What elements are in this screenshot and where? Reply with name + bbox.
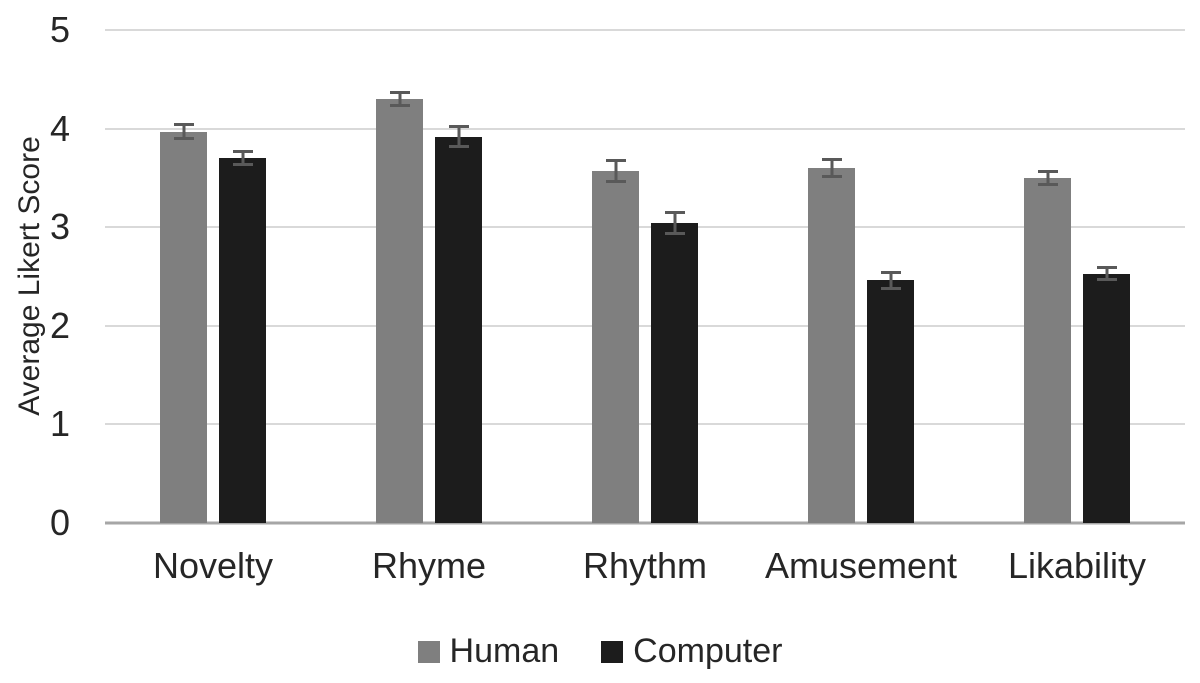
bar-group bbox=[321, 30, 537, 523]
x-axis-label-amusement: Amusement bbox=[764, 545, 958, 586]
error-bar-line bbox=[1105, 265, 1108, 282]
x-axis-label-novelty: Novelty bbox=[152, 545, 274, 586]
human-bar-likability bbox=[1024, 170, 1071, 523]
y-tick-label: 4 bbox=[49, 107, 70, 149]
x-axis-label-rhyme: Rhyme bbox=[371, 545, 487, 586]
error-bar-line bbox=[614, 159, 617, 183]
error-bar bbox=[605, 159, 626, 183]
error-bar-cap bbox=[448, 145, 469, 149]
computer-bar-rhythm bbox=[651, 211, 698, 523]
error-bar-cap bbox=[821, 174, 842, 178]
error-bar bbox=[389, 91, 410, 107]
plot-area bbox=[105, 29, 1185, 525]
error-bar bbox=[880, 270, 901, 291]
gridline bbox=[105, 324, 1185, 327]
error-bar-cap bbox=[605, 159, 626, 163]
error-bar bbox=[1037, 170, 1058, 186]
bar-group bbox=[537, 30, 753, 523]
error-bar-cap bbox=[1037, 170, 1058, 174]
gridline bbox=[105, 226, 1185, 229]
error-bar-cap bbox=[232, 163, 253, 167]
error-bar-cap bbox=[880, 287, 901, 291]
legend: Human Computer bbox=[0, 632, 1200, 671]
error-bar-cap bbox=[880, 270, 901, 274]
computer-bar-amusement bbox=[867, 270, 914, 523]
x-axis-line bbox=[105, 521, 1185, 525]
error-bar-line bbox=[182, 122, 185, 141]
legend-item-computer: Computer bbox=[601, 632, 782, 671]
error-bar bbox=[821, 158, 842, 178]
error-bar bbox=[664, 211, 685, 236]
error-bar-cap bbox=[1096, 265, 1117, 269]
error-bar-line bbox=[1046, 170, 1049, 186]
error-bar-line bbox=[673, 211, 676, 236]
human-bar-amusement bbox=[808, 158, 855, 523]
y-tick-label: 1 bbox=[49, 403, 70, 445]
y-tick-label: 3 bbox=[49, 206, 70, 248]
computer-bar-novelty bbox=[219, 150, 266, 523]
human-bar-rhythm bbox=[592, 159, 639, 523]
error-bar bbox=[448, 124, 469, 149]
computer-bar-likability bbox=[1083, 265, 1130, 523]
error-bar-line bbox=[241, 150, 244, 167]
bar-group bbox=[105, 30, 321, 523]
y-axis-tick-labels: 0 1 2 3 4 5 bbox=[0, 12, 88, 541]
error-bar-cap bbox=[1037, 182, 1058, 186]
computer-bar-rhyme bbox=[435, 124, 482, 523]
legend-swatch-computer bbox=[601, 640, 624, 663]
gridline bbox=[105, 29, 1185, 31]
legend-item-human: Human bbox=[417, 632, 560, 671]
error-bar-cap bbox=[605, 179, 626, 183]
x-axis-label-likability: Likability bbox=[1007, 545, 1147, 586]
error-bar-cap bbox=[173, 122, 194, 126]
error-bar-cap bbox=[389, 103, 410, 107]
bar-group bbox=[753, 30, 969, 523]
y-tick-label: 2 bbox=[49, 304, 70, 346]
error-bar-cap bbox=[664, 211, 685, 215]
error-bar-cap bbox=[664, 232, 685, 236]
error-bar-cap bbox=[1096, 278, 1117, 282]
y-tick-label: 5 bbox=[49, 9, 70, 50]
error-bar bbox=[232, 150, 253, 167]
x-axis-labels: Novelty Rhyme Rhythm Amusement Likability bbox=[105, 545, 1185, 587]
error-bar bbox=[1096, 265, 1117, 282]
human-bar-rhyme bbox=[376, 91, 423, 523]
legend-label: Human bbox=[449, 632, 560, 670]
legend-label: Computer bbox=[633, 632, 783, 670]
bar-group bbox=[969, 30, 1185, 523]
error-bar-cap bbox=[232, 150, 253, 154]
error-bar-line bbox=[889, 270, 892, 291]
error-bar-cap bbox=[821, 158, 842, 162]
error-bar-line bbox=[830, 158, 833, 178]
legend-swatch-human bbox=[417, 640, 440, 663]
y-tick-label: 0 bbox=[49, 502, 70, 543]
error-bar-cap bbox=[389, 91, 410, 95]
error-bar-line bbox=[398, 91, 401, 107]
gridline bbox=[105, 423, 1185, 426]
error-bar-cap bbox=[448, 124, 469, 128]
human-bar-novelty bbox=[160, 122, 207, 523]
x-axis-label-rhythm: Rhythm bbox=[582, 545, 708, 586]
error-bar bbox=[173, 122, 194, 141]
gridline bbox=[105, 127, 1185, 130]
error-bar-line bbox=[457, 124, 460, 149]
error-bar-cap bbox=[173, 137, 194, 141]
